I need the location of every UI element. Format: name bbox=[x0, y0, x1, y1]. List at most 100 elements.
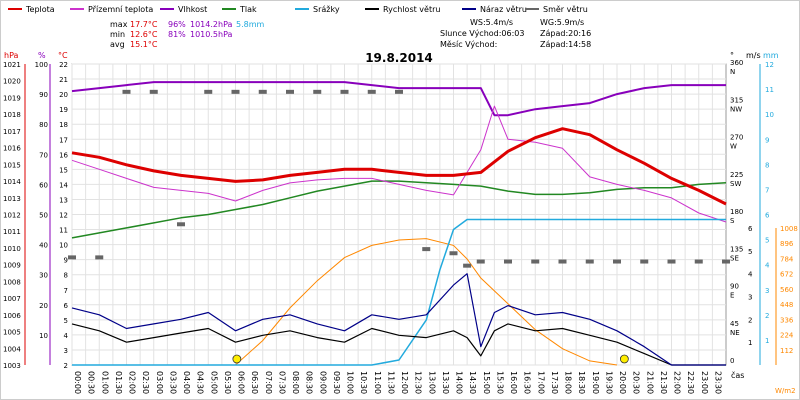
time-tick-label: 19:30 bbox=[604, 371, 613, 394]
rain-tick-label: 1 bbox=[765, 337, 769, 345]
stat-min-hum: 81% bbox=[168, 30, 186, 39]
time-tick-label: 18:30 bbox=[577, 371, 586, 394]
pressure-tick-label: 1004 bbox=[3, 345, 21, 353]
wind-direction-mark bbox=[667, 259, 676, 264]
radiation-tick-label: 448 bbox=[780, 301, 793, 309]
time-tick-label: 11:30 bbox=[386, 371, 395, 394]
pressure-tick-label: 1017 bbox=[3, 128, 21, 136]
pressure-tick-label: 1020 bbox=[3, 78, 21, 86]
radiation-tick-label: 560 bbox=[780, 286, 793, 294]
wind-direction-mark bbox=[258, 89, 267, 94]
legend-label: Srážky bbox=[313, 5, 340, 14]
stat-max-temp: 17.7°C bbox=[130, 20, 158, 29]
wind-direction-mark bbox=[95, 255, 104, 260]
pressure-tick-label: 1008 bbox=[3, 278, 21, 286]
rain-tick-label: 5 bbox=[765, 237, 769, 245]
time-tick-label: 03:30 bbox=[168, 371, 177, 394]
time-tick-label: 00:00 bbox=[73, 371, 82, 394]
stat-avg-temp: 15.1°C bbox=[130, 40, 158, 49]
direction-tick-label: 45 bbox=[730, 320, 739, 328]
wind-tick-label: 2 bbox=[748, 316, 752, 324]
direction-tick-label: 135 bbox=[730, 245, 743, 253]
rain-tick-label: 4 bbox=[765, 262, 770, 270]
wind-direction-mark bbox=[286, 89, 294, 94]
wind-tick-label: 3 bbox=[748, 294, 752, 302]
temperature-tick-label: 12 bbox=[59, 212, 68, 220]
time-tick-label: 07:00 bbox=[264, 371, 273, 394]
rain-tick-label: 3 bbox=[765, 287, 769, 295]
wind-direction-mark bbox=[340, 89, 349, 94]
humidity-tick-label: 50 bbox=[39, 212, 48, 220]
direction-tick-label: 225 bbox=[730, 171, 743, 179]
series-teplota bbox=[71, 127, 727, 206]
time-tick-label: 23:00 bbox=[700, 371, 709, 394]
temperature-tick-label: 3 bbox=[64, 347, 68, 355]
wind-direction-mark bbox=[313, 89, 322, 94]
rain-tick-label: 10 bbox=[765, 111, 774, 119]
humidity-tick-label: 40 bbox=[39, 242, 48, 250]
axis-unit-time: čas bbox=[731, 370, 744, 380]
series-sr-ky bbox=[72, 218, 726, 366]
series-rychlost-v-tru bbox=[71, 323, 726, 366]
rain-tick-label: 6 bbox=[765, 212, 770, 220]
temperature-tick-label: 5 bbox=[64, 317, 68, 325]
time-tick-label: 09:00 bbox=[318, 371, 327, 394]
humidity-tick-label: 100 bbox=[35, 61, 48, 69]
stat-max-hum: 96% bbox=[168, 20, 186, 29]
wind-direction-mark bbox=[395, 89, 403, 94]
wind-direction-mark bbox=[504, 259, 512, 264]
series-n-raz-v-tru bbox=[71, 273, 726, 366]
temperature-tick-label: 6 bbox=[64, 302, 69, 310]
pressure-tick-label: 1012 bbox=[3, 212, 21, 220]
wind-direction-mark bbox=[422, 247, 431, 252]
time-tick-label: 05:00 bbox=[209, 371, 218, 394]
legend-label: Teplota bbox=[25, 5, 55, 14]
temperature-tick-label: 7 bbox=[64, 287, 68, 295]
info-wg: WG:5.9m/s bbox=[540, 18, 584, 27]
radiation-tick-label: 336 bbox=[780, 316, 794, 324]
wind-direction-mark bbox=[476, 259, 485, 264]
humidity-tick-label: 60 bbox=[39, 181, 48, 189]
time-tick-label: 20:00 bbox=[618, 371, 627, 394]
legend-label: Tlak bbox=[239, 5, 257, 14]
time-tick-label: 05:30 bbox=[223, 371, 232, 394]
rain-tick-label: 7 bbox=[765, 186, 769, 194]
pressure-tick-label: 1006 bbox=[3, 312, 21, 320]
time-tick-label: 09:30 bbox=[332, 371, 341, 394]
axis-unit-mm: mm bbox=[763, 51, 779, 60]
pressure-tick-label: 1009 bbox=[3, 262, 21, 270]
info-moonrise: Měsíc Východ: bbox=[440, 40, 497, 49]
time-tick-label: 12:00 bbox=[400, 371, 409, 394]
wind-tick-label: 4 bbox=[748, 271, 753, 279]
temperature-tick-label: 4 bbox=[64, 332, 69, 340]
time-tick-label: 01:00 bbox=[100, 371, 109, 394]
temperature-tick-label: 10 bbox=[59, 242, 68, 250]
legend-label: Rychlost větru bbox=[383, 5, 440, 14]
wind-direction-mark bbox=[122, 89, 131, 94]
wind-direction-mark bbox=[613, 259, 621, 264]
time-tick-label: 18:00 bbox=[564, 371, 573, 394]
time-tick-label: 14:30 bbox=[468, 371, 477, 394]
humidity-tick-label: 20 bbox=[39, 302, 48, 310]
time-tick-label: 12:30 bbox=[414, 371, 423, 394]
direction-tick-label: 270 bbox=[730, 134, 743, 142]
temperature-tick-label: 9 bbox=[64, 257, 68, 265]
wind-direction-mark bbox=[231, 89, 240, 94]
series-slune-n-z-en- bbox=[235, 238, 618, 366]
pressure-tick-label: 1007 bbox=[3, 295, 21, 303]
pressure-tick-label: 1005 bbox=[3, 329, 21, 337]
time-tick-label: 21:00 bbox=[645, 371, 654, 394]
time-tick-label: 20:30 bbox=[632, 371, 641, 394]
time-tick-label: 13:00 bbox=[427, 371, 436, 394]
time-tick-label: 03:00 bbox=[155, 371, 164, 394]
time-tick-label: 06:30 bbox=[250, 371, 259, 394]
time-tick-label: 22:30 bbox=[686, 371, 695, 394]
temperature-tick-label: 14 bbox=[59, 181, 68, 189]
time-tick-label: 02:30 bbox=[141, 371, 150, 394]
legend-label: Vlhkost bbox=[178, 5, 207, 14]
stat-min-temp: 12.6°C bbox=[130, 30, 158, 39]
time-tick-label: 08:30 bbox=[305, 371, 314, 394]
time-tick-label: 19:00 bbox=[591, 371, 600, 394]
legend-label: Směr větru bbox=[543, 5, 588, 14]
chart-title: 19.8.2014 bbox=[365, 51, 433, 65]
